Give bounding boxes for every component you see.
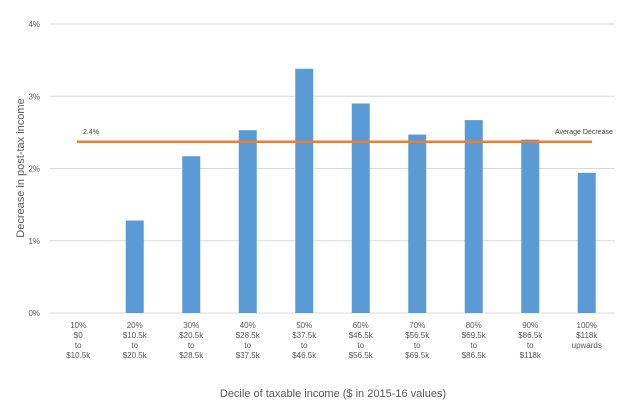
bar: [408, 134, 427, 313]
category-label: 100% $118k upwards: [572, 321, 602, 350]
bars: [125, 68, 596, 313]
average-line-label: Average Decrease: [555, 129, 613, 136]
y-axis-title: Decrease in post-tax income: [15, 98, 27, 237]
category-label: 90% $86.5k to $118k: [518, 321, 543, 360]
category-label: 20% $10.5k to $20.5k: [123, 321, 148, 360]
bar: [464, 120, 483, 313]
y-tick-label: 1%: [28, 237, 40, 246]
x-axis-title: Decile of taxable income ($ in 2015-16 v…: [220, 388, 446, 400]
category-label: 10% $0 to $10.5k: [66, 321, 91, 360]
bar: [521, 139, 540, 313]
y-tick-label: 4%: [28, 20, 40, 29]
average-value-label: 2.4%: [83, 129, 99, 136]
bar: [238, 130, 257, 313]
category-label: 50% $37.5k to $46.5k: [292, 321, 317, 360]
y-axis-tick-labels: 0% 1% 2% 3% 4%: [28, 20, 40, 318]
bar: [577, 172, 596, 313]
bar: [125, 220, 144, 313]
category-label: 40% $28.5k to $37.5k: [236, 321, 261, 360]
category-label: 80% $69.5k to $86.5k: [462, 321, 487, 360]
x-axis-category-labels: 10% $0 to $10.5k 20% $10.5k to $20.5k 30% $20.5k t…: [66, 321, 602, 360]
y-tick-label: 3%: [28, 92, 40, 101]
y-tick-label: 0%: [28, 309, 40, 318]
bar: [351, 103, 370, 313]
bar: [295, 68, 314, 313]
y-tick-label: 2%: [28, 165, 40, 174]
average-line-group: 2.4% Average Decrease: [77, 129, 613, 144]
gridlines: [50, 23, 615, 314]
category-label: 60% $46.5k to $56.5k: [349, 321, 374, 360]
category-label: 30% $20.5k to $28.5k: [179, 321, 204, 360]
category-label: 70% $56.5k to $69.5k: [405, 321, 430, 360]
bar: [182, 156, 201, 313]
